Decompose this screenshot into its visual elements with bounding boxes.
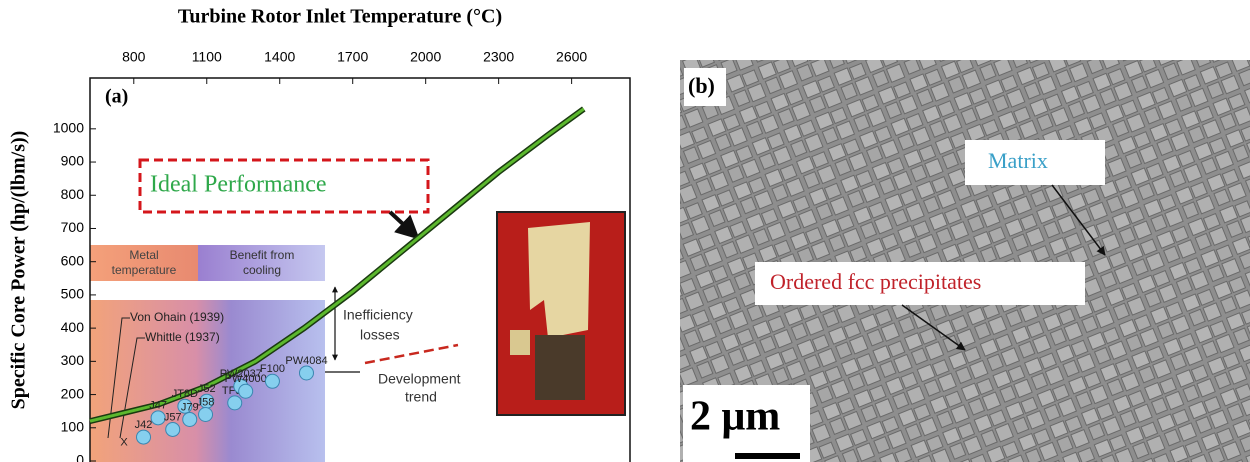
x-tick-label: 1100 <box>192 49 222 65</box>
y-tick-label: 300 <box>61 352 85 368</box>
y-tick-label: 1000 <box>53 120 84 136</box>
engine-point <box>182 411 198 427</box>
matrix-label: Matrix <box>988 148 1048 173</box>
performance-line <box>89 107 585 423</box>
von-ohain-label: Von Ohain (1939) <box>130 310 224 324</box>
engine-point <box>165 421 181 437</box>
engine-label: PW4084 <box>285 355 327 367</box>
engine-label: J47 <box>149 400 167 412</box>
plot-frame <box>89 77 631 462</box>
scale-bar <box>735 453 800 459</box>
highlight-box <box>138 158 430 214</box>
x-tick-label: 2600 <box>556 49 587 65</box>
inefficiency-label: Inefficiency <box>343 307 413 323</box>
y-axis-label: Specific Core Power (hp/(lbm/s)) <box>8 131 30 410</box>
x-tick-label: 800 <box>122 49 146 65</box>
label-box <box>965 140 1105 185</box>
engine-point <box>198 406 214 422</box>
y-tick-label: 500 <box>61 286 85 302</box>
trend-label: trend <box>405 389 437 405</box>
blade-root <box>535 335 585 400</box>
engine-point <box>136 429 152 445</box>
x-tick-label: 1400 <box>264 49 295 65</box>
y-tick-label: 600 <box>61 252 85 268</box>
scale-box <box>683 385 810 462</box>
engine-label: PW4000 <box>225 373 267 385</box>
x-tick-label: 2000 <box>410 49 441 65</box>
metal-label: Metal <box>129 248 158 262</box>
arrow <box>388 210 420 240</box>
chart-title: Turbine Rotor Inlet Temperature (°C) <box>178 6 502 28</box>
blade-platform <box>510 330 530 355</box>
y-tick-label: 700 <box>61 219 85 235</box>
metal-band <box>90 245 198 281</box>
y-tick-label: 100 <box>61 418 85 434</box>
scale-label: 2 μm <box>690 394 780 440</box>
engine-label: J42 <box>135 419 153 431</box>
micrograph: (b) Matrix Ordered fcc precipitates 2 μm <box>680 60 1250 462</box>
y-tick-label: 200 <box>61 385 85 401</box>
y-tick-label: 400 <box>61 319 85 335</box>
engine-label: J52 <box>198 383 216 395</box>
engine-point <box>264 373 280 389</box>
engine-point <box>227 395 243 411</box>
chart: Metal temperature Benefit from cooling T… <box>8 6 631 462</box>
arrow <box>1051 184 1106 256</box>
inefficiency-label: losses <box>360 327 400 343</box>
label-box <box>684 68 726 106</box>
panel-label: (a) <box>105 86 128 108</box>
y-tick-label: 0 <box>76 452 84 462</box>
metal-label: temperature <box>112 263 177 277</box>
blade-airfoil <box>528 222 590 338</box>
ideal-label: Ideal Performance <box>150 172 327 198</box>
engine-label: J57 <box>164 411 182 423</box>
label-box <box>755 262 1085 305</box>
engine-label: F100 <box>260 363 285 375</box>
cooling-band <box>198 245 325 281</box>
leader-line <box>119 337 145 439</box>
panel-label: (b) <box>688 73 715 98</box>
precipitates-label: Ordered fcc precipitates <box>770 269 981 294</box>
engine-label: JT8D <box>172 388 198 400</box>
trend-line <box>364 343 459 365</box>
engine-label: PW2037 <box>220 368 262 380</box>
engine-point <box>150 410 166 426</box>
cooling-label: cooling <box>243 263 281 277</box>
trend-label: Development <box>378 371 461 387</box>
engine-label: J58 <box>197 396 215 408</box>
engine-label: J79 <box>181 401 199 413</box>
engine-point <box>298 365 314 381</box>
y-tick-label: 900 <box>61 153 85 169</box>
y-tick-label: 800 <box>61 186 85 202</box>
temperature-band <box>90 300 325 462</box>
x-tick-label: 1700 <box>337 49 368 65</box>
leader-line <box>107 317 130 439</box>
cooling-label: Benefit from <box>230 248 295 262</box>
whittle-label: Whittle (1937) <box>145 330 220 344</box>
engine-label: X <box>120 437 128 449</box>
arrow <box>901 304 966 351</box>
x-tick-label: 2300 <box>483 49 514 65</box>
engine-point <box>177 398 193 414</box>
engine-point <box>238 383 254 399</box>
